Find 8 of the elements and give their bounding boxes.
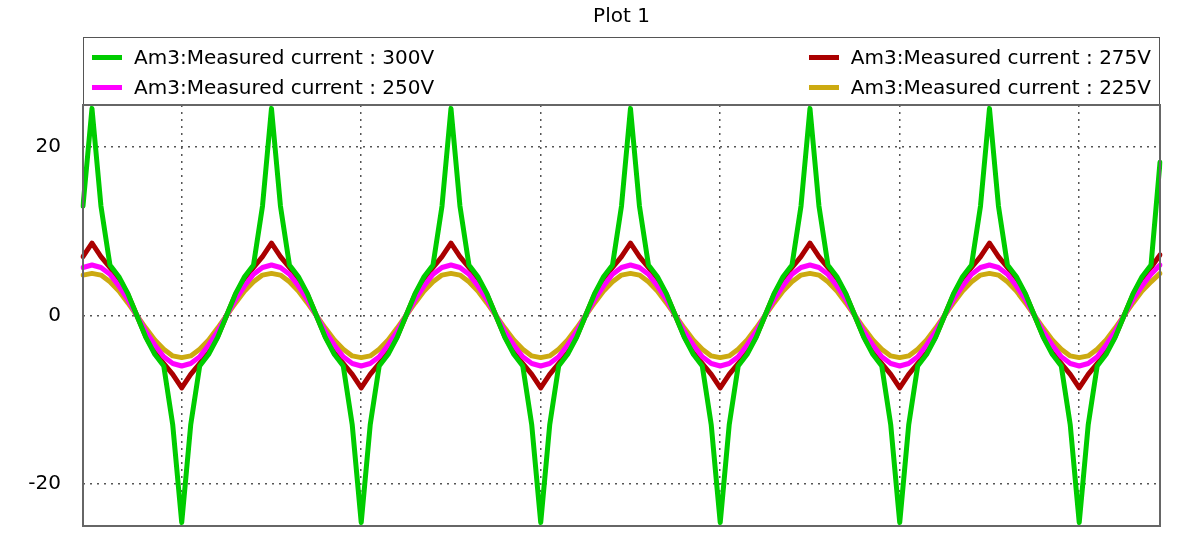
- legend-label: Am3:Measured current : 250V: [134, 75, 435, 99]
- legend-label: Am3:Measured current : 225V: [850, 75, 1151, 99]
- chart-title: Plot 1: [592, 3, 651, 27]
- legend-label: Am3:Measured current : 275V: [850, 45, 1151, 69]
- y-tick-label: 0: [48, 301, 61, 326]
- legend-label: Am3:Measured current : 300V: [134, 45, 435, 69]
- y-tick-label: -20: [28, 470, 61, 495]
- y-tick-label: 20: [35, 133, 61, 158]
